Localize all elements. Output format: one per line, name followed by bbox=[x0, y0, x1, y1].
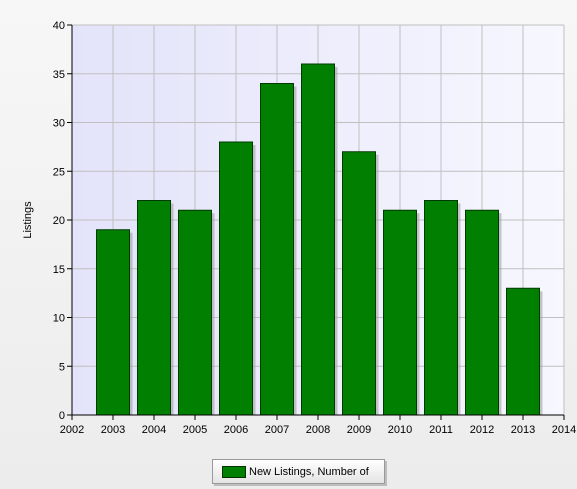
y-tick-label: 0 bbox=[59, 410, 65, 422]
bar bbox=[506, 287, 540, 416]
y-tick-label: 30 bbox=[53, 118, 65, 130]
y-tick-label: 5 bbox=[59, 361, 65, 373]
y-tick-label: 35 bbox=[53, 69, 65, 81]
x-tick-label: 2007 bbox=[265, 424, 289, 436]
bar bbox=[137, 200, 171, 416]
bar bbox=[219, 141, 253, 416]
x-tick-label: 2008 bbox=[306, 424, 330, 436]
bar bbox=[260, 83, 294, 416]
legend: New Listings, Number of bbox=[212, 459, 385, 484]
bar bbox=[383, 209, 417, 416]
y-tick-label: 20 bbox=[53, 215, 65, 227]
legend-label: New Listings, Number of bbox=[249, 465, 369, 478]
x-tick-label: 2009 bbox=[347, 424, 371, 436]
x-tick-label: 2003 bbox=[101, 424, 125, 436]
x-tick-label: 2004 bbox=[142, 424, 166, 436]
bar bbox=[342, 151, 376, 416]
y-axis-title: Listings bbox=[22, 201, 34, 239]
x-tick-label: 2005 bbox=[183, 424, 207, 436]
bars bbox=[96, 63, 543, 416]
y-tick-label: 15 bbox=[53, 264, 65, 276]
bar bbox=[96, 229, 130, 416]
x-tick-label: 2012 bbox=[470, 424, 494, 436]
x-tick-label: 2013 bbox=[511, 424, 535, 436]
x-tick-label: 2006 bbox=[224, 424, 248, 436]
y-tick-label: 40 bbox=[53, 20, 65, 32]
bar bbox=[424, 200, 458, 416]
x-tick-label: 2002 bbox=[60, 424, 84, 436]
x-tick-label: 2010 bbox=[388, 424, 412, 436]
axes: 0 5 10 15 20 25 30 35 40 2002 2003 2004 2005 2006 2007… bbox=[53, 20, 576, 436]
x-tick-label: 2011 bbox=[429, 424, 453, 436]
y-tick-label: 25 bbox=[53, 166, 65, 178]
legend-swatch bbox=[222, 465, 246, 478]
bar bbox=[465, 209, 499, 416]
y-tick-label: 10 bbox=[53, 313, 65, 325]
bar bbox=[178, 209, 212, 416]
x-tick-label: 2014 bbox=[552, 424, 576, 436]
bar bbox=[301, 63, 335, 416]
